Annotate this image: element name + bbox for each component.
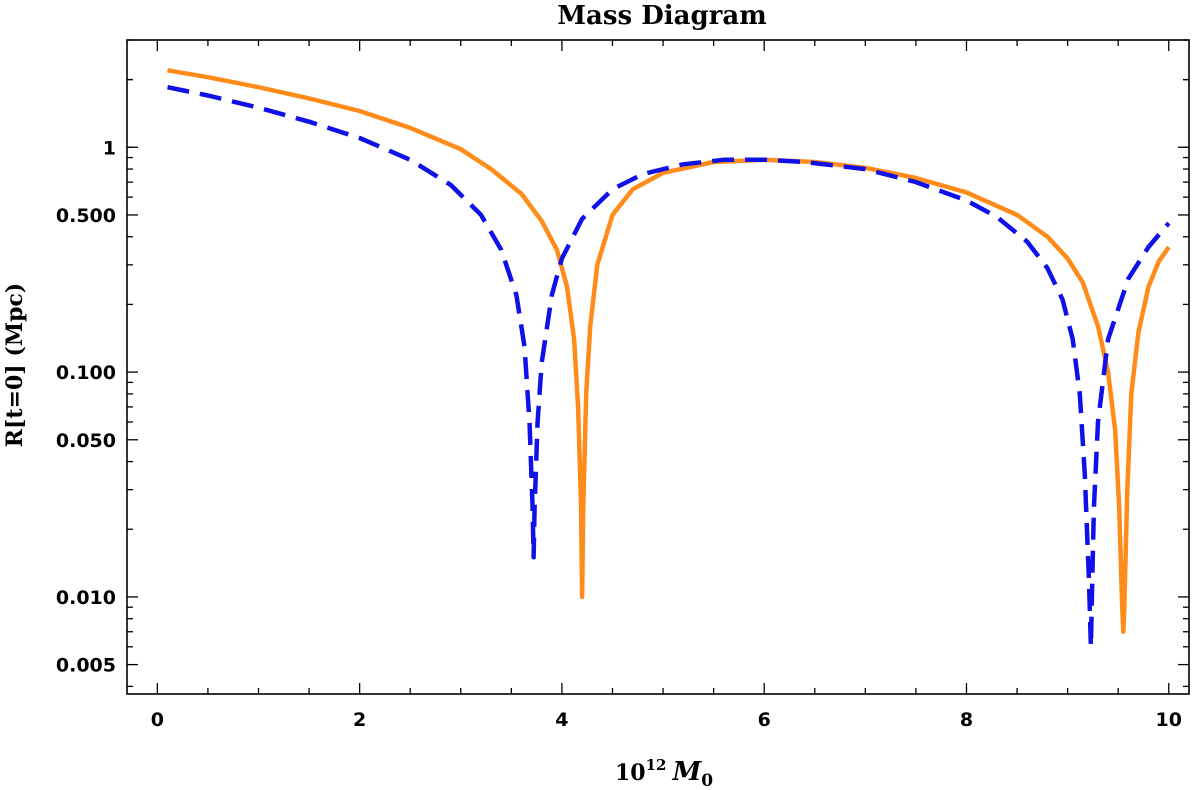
y-tick-label: 1 [103, 137, 116, 159]
y-tick-label: 0.050 [56, 430, 116, 452]
plot-frame [126, 39, 1190, 695]
x-label-symbol: M [671, 757, 702, 787]
y-tick-label: 0.005 [56, 655, 116, 677]
y-axis-tick-labels: 0.005 0.010 0.050 0.100 0.500 1 [56, 137, 116, 676]
y-tick-label: 0.010 [56, 587, 116, 609]
solid-orange-series-line [167, 68, 1171, 634]
series-layer [167, 68, 1171, 650]
chart-title: Mass Diagram [557, 1, 766, 31]
x-tick-label: 2 [353, 709, 366, 731]
x-tick-label: 4 [555, 709, 568, 731]
x-tick-label: 10 [1156, 709, 1182, 731]
x-label-exponent: 12 [646, 756, 667, 774]
x-tick-label: 8 [960, 709, 973, 731]
dashed-blue-series-line [167, 84, 1171, 650]
y-tick-label: 0.100 [56, 362, 116, 384]
x-axis-ticks [156, 40, 1170, 694]
x-tick-label: 0 [151, 709, 164, 731]
y-tick-label: 0.500 [56, 205, 116, 227]
x-label-base: 10 [615, 760, 646, 786]
y-axis-ticks [127, 39, 1189, 688]
x-axis-label: 1012 M0 [615, 756, 713, 790]
x-tick-label: 6 [758, 709, 771, 731]
x-axis-tick-labels: 0 2 4 6 8 10 [151, 709, 1182, 731]
y-axis-label: R[t=0] (Mpc) [2, 283, 28, 448]
x-label-subscript: 0 [701, 771, 713, 790]
